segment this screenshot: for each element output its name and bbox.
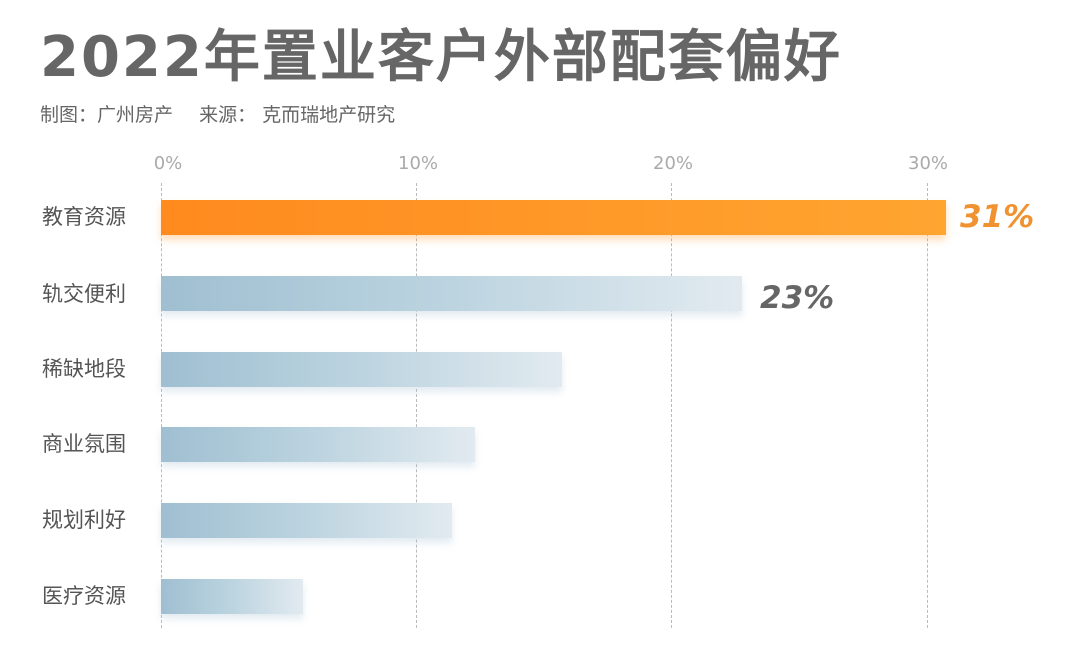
gridline — [927, 183, 928, 628]
gridline — [671, 183, 672, 628]
category-label: 医疗资源 — [42, 584, 126, 608]
category-label: 规划利好 — [42, 508, 126, 532]
bar-highlight — [161, 200, 946, 235]
bar — [161, 427, 475, 462]
source-text: 来源： 克而瑞地产研究 — [199, 104, 396, 126]
x-tick: 0% — [153, 153, 183, 174]
category-label: 轨交便利 — [42, 282, 126, 306]
bar — [161, 503, 452, 538]
category-label: 教育资源 — [42, 205, 126, 229]
bar — [161, 352, 562, 387]
x-tick: 20% — [652, 153, 694, 174]
value-label: 23% — [760, 280, 835, 316]
chart-subtitle: 制图：广州房产 来源： 克而瑞地产研究 — [40, 100, 415, 127]
credit-text: 制图：广州房产 — [40, 104, 174, 126]
gridline — [416, 183, 417, 628]
chart-title: 2022年置业客户外部配套偏好 — [40, 25, 842, 90]
value-label: 31% — [960, 199, 1035, 235]
category-label: 商业氛围 — [42, 432, 126, 456]
bar — [161, 276, 742, 311]
bar — [161, 579, 303, 614]
x-tick: 10% — [397, 153, 439, 174]
category-label: 稀缺地段 — [42, 357, 126, 381]
x-tick: 30% — [907, 153, 949, 174]
gridline — [161, 183, 162, 628]
